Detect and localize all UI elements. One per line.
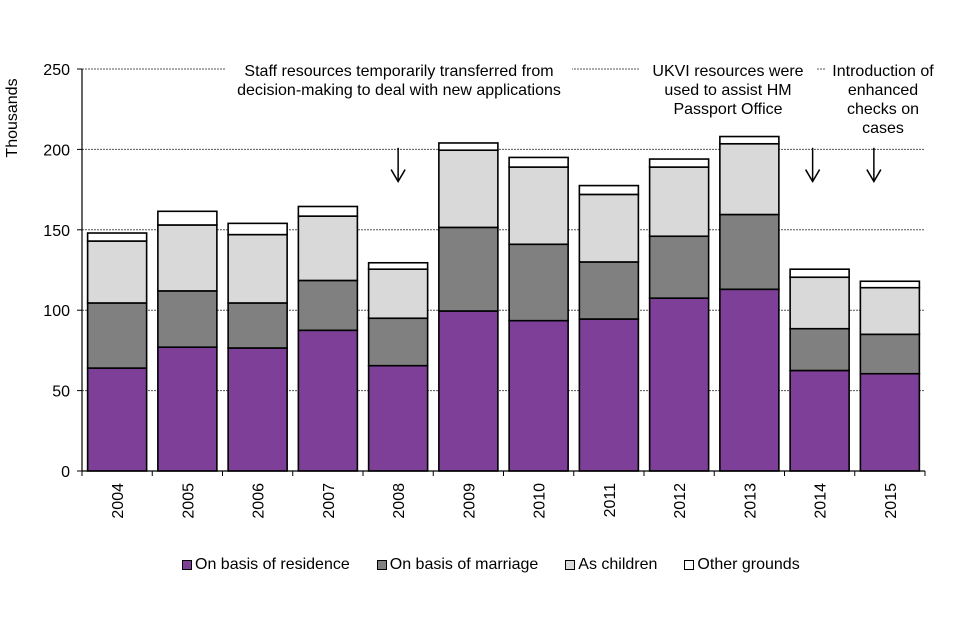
legend-item-other: Other grounds [684,556,800,574]
y-axis-label: Thousands [4,78,21,157]
legend-item-children: As children [565,556,657,574]
bar-segment-as-children [86,240,148,304]
x-tick-label: 2007 [321,483,338,519]
x-tick-label: 2008 [391,483,408,519]
legend-swatch [182,560,192,570]
bar-segment-on-basis-of-marriage [719,213,780,291]
bar-segment-other-grounds [367,261,429,270]
annotation-arrows [390,147,882,184]
bar-segment-on-basis-of-marriage [86,302,148,369]
bar-segment-on-basis-of-residence [719,288,780,472]
bar-segment-on-basis-of-marriage [789,327,850,372]
bar-segment-other-grounds [157,210,218,226]
annotation-line: enhanced [847,82,919,99]
legend-item-residence: On basis of residence [182,556,350,574]
x-tick-label: 2011 [602,483,619,518]
annotation-line: Introduction of [832,63,934,80]
annotation-staff-resources: Staff resources temporarily transferred … [226,62,572,100]
bar-segment-as-children [859,286,921,336]
legend: On basis of residence On basis of marria… [182,556,827,574]
legend-label: On basis of residence [195,556,350,573]
y-tick-label: 0 [61,464,70,481]
bar-segment-on-basis-of-residence [789,369,850,472]
bar-segment-other-grounds [578,184,640,196]
bar-segment-on-basis-of-residence [227,347,288,472]
x-tick-label: 2009 [461,483,478,519]
x-tick-label: 2013 [742,483,759,519]
y-tick-label: 50 [52,384,70,401]
annotation-ukvi: UKVI resources were used to assist HM Pa… [640,62,816,119]
x-tick-label: 2012 [672,483,689,519]
bar-segment-other-grounds [719,135,780,145]
bar-segment-on-basis-of-marriage [648,235,710,299]
annotation-line: UKVI resources were [652,63,804,80]
bar-segment-on-basis-of-marriage [157,290,218,348]
bar-segment-other-grounds [648,158,710,168]
bar-segment-other-grounds [86,232,148,242]
x-tick-label: 2015 [883,483,900,519]
annotation-line: decision-making to deal with new applica… [237,82,561,99]
bar-segment-other-grounds [438,142,499,152]
y-tick-label: 250 [43,62,70,79]
y-tick-label: 200 [43,142,70,159]
bar-segment-on-basis-of-residence [157,346,218,472]
bar-segment-on-basis-of-residence [508,319,569,472]
x-tick-label: 2005 [180,483,197,519]
bar-segment-as-children [719,142,780,216]
bar-segment-as-children [508,166,569,246]
bar-segment-on-basis-of-marriage [508,243,569,322]
bar-segment-other-grounds [508,156,569,168]
bar-segment-on-basis-of-marriage [367,317,429,367]
bar-segment-as-children [648,166,710,238]
bar-segment-on-basis-of-marriage [227,302,288,349]
bar-segment-on-basis-of-marriage [859,333,921,375]
bar-segment-on-basis-of-residence [86,367,148,472]
bar-segment-on-basis-of-residence [367,364,429,472]
bar-segment-on-basis-of-marriage [578,261,640,320]
bar-segment-as-children [297,215,359,282]
legend-swatch [376,560,387,570]
legend-label: On basis of marriage [389,556,539,573]
legend-item-marriage: On basis of marriage [376,556,539,574]
bar-segment-other-grounds [859,280,921,289]
arrow-head-icon [804,169,821,184]
bar-segment-on-basis-of-marriage [297,279,359,332]
legend-swatch [684,560,695,570]
x-tick-label: 2010 [532,483,549,519]
bar-segment-on-basis-of-residence [648,297,710,472]
x-tick-label: 2006 [251,483,268,519]
bar-segment-as-children [438,149,499,229]
arrow-head-icon [390,169,406,184]
bar-segment-on-basis-of-residence [438,310,499,472]
bar-segment-as-children [157,224,218,292]
bar-segment-other-grounds [789,268,850,279]
bar-segment-on-basis-of-residence [297,329,359,472]
annotation-line: cases [862,120,904,137]
x-tick-label: 2014 [813,483,830,519]
bars [86,135,921,472]
legend-swatch [565,560,576,570]
bar-segment-other-grounds [297,205,359,217]
legend-label: Other grounds [697,556,800,573]
annotation-line: Passport Office [673,101,783,118]
bar-segment-as-children [789,276,850,330]
y-tick-label: 150 [43,223,70,240]
bar-segment-on-basis-of-marriage [438,226,499,312]
bar-segment-as-children [367,268,429,320]
annotation-enhanced-checks: Introduction of enhanced checks on cases [826,62,940,138]
y-tick-label: 100 [43,303,70,320]
bar-segment-on-basis-of-residence [578,318,640,472]
x-tick-label: 2004 [110,483,127,519]
bar-segment-on-basis-of-residence [859,372,921,472]
bar-segment-as-children [227,233,288,304]
axes: 0 50 100 150 200 250 2004 2005 2006 2007 2008 2009 2… [43,62,926,519]
arrow-head-icon [866,169,882,184]
bar-segment-as-children [578,193,640,263]
annotation-line: used to assist HM [664,82,792,99]
bar-segment-other-grounds [227,222,288,236]
annotation-line: checks on [846,101,920,118]
legend-label: As children [578,556,658,573]
annotation-line: Staff resources temporarily transferred … [244,63,554,80]
